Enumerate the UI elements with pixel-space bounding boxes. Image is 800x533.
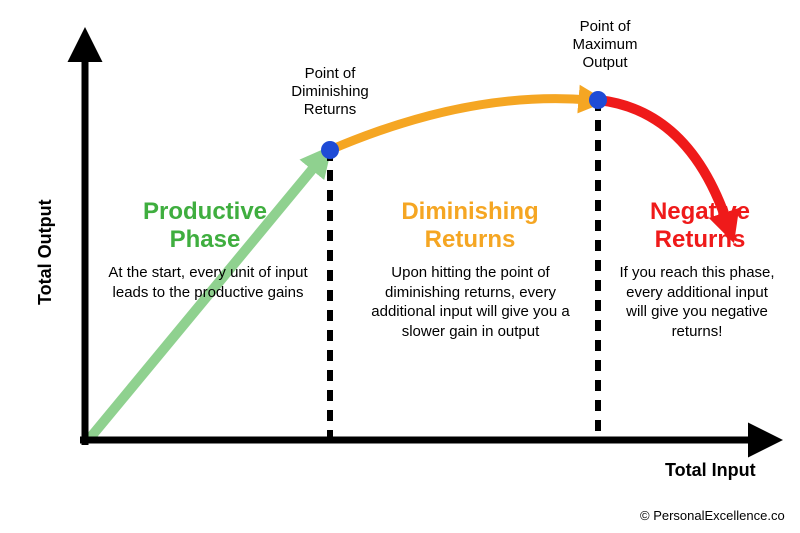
diminishing-returns-chart: Point of Diminishing Returns Point of Ma… xyxy=(0,0,800,533)
label-max-output-point: Point of Maximum Output xyxy=(555,18,655,72)
point-max-output xyxy=(589,91,607,109)
phase-negative-title: Negative Returns xyxy=(625,198,775,253)
phase-diminishing-body: Upon hitting the point of diminishing re… xyxy=(368,263,573,341)
point-diminishing xyxy=(321,141,339,159)
credit-text: © PersonalExcellence.co xyxy=(640,508,785,523)
phase-productive-body: At the start, every unit of input leads … xyxy=(108,263,308,302)
phase-diminishing-title: Diminishing Returns xyxy=(380,198,560,253)
x-axis-label: Total Input xyxy=(665,460,756,481)
phase-productive-title: Productive Phase xyxy=(120,198,290,253)
label-diminishing-point: Point of Diminishing Returns xyxy=(265,65,395,119)
phase-negative-body: If you reach this phase, every additiona… xyxy=(616,263,778,341)
y-axis-label: Total Output xyxy=(35,199,56,305)
